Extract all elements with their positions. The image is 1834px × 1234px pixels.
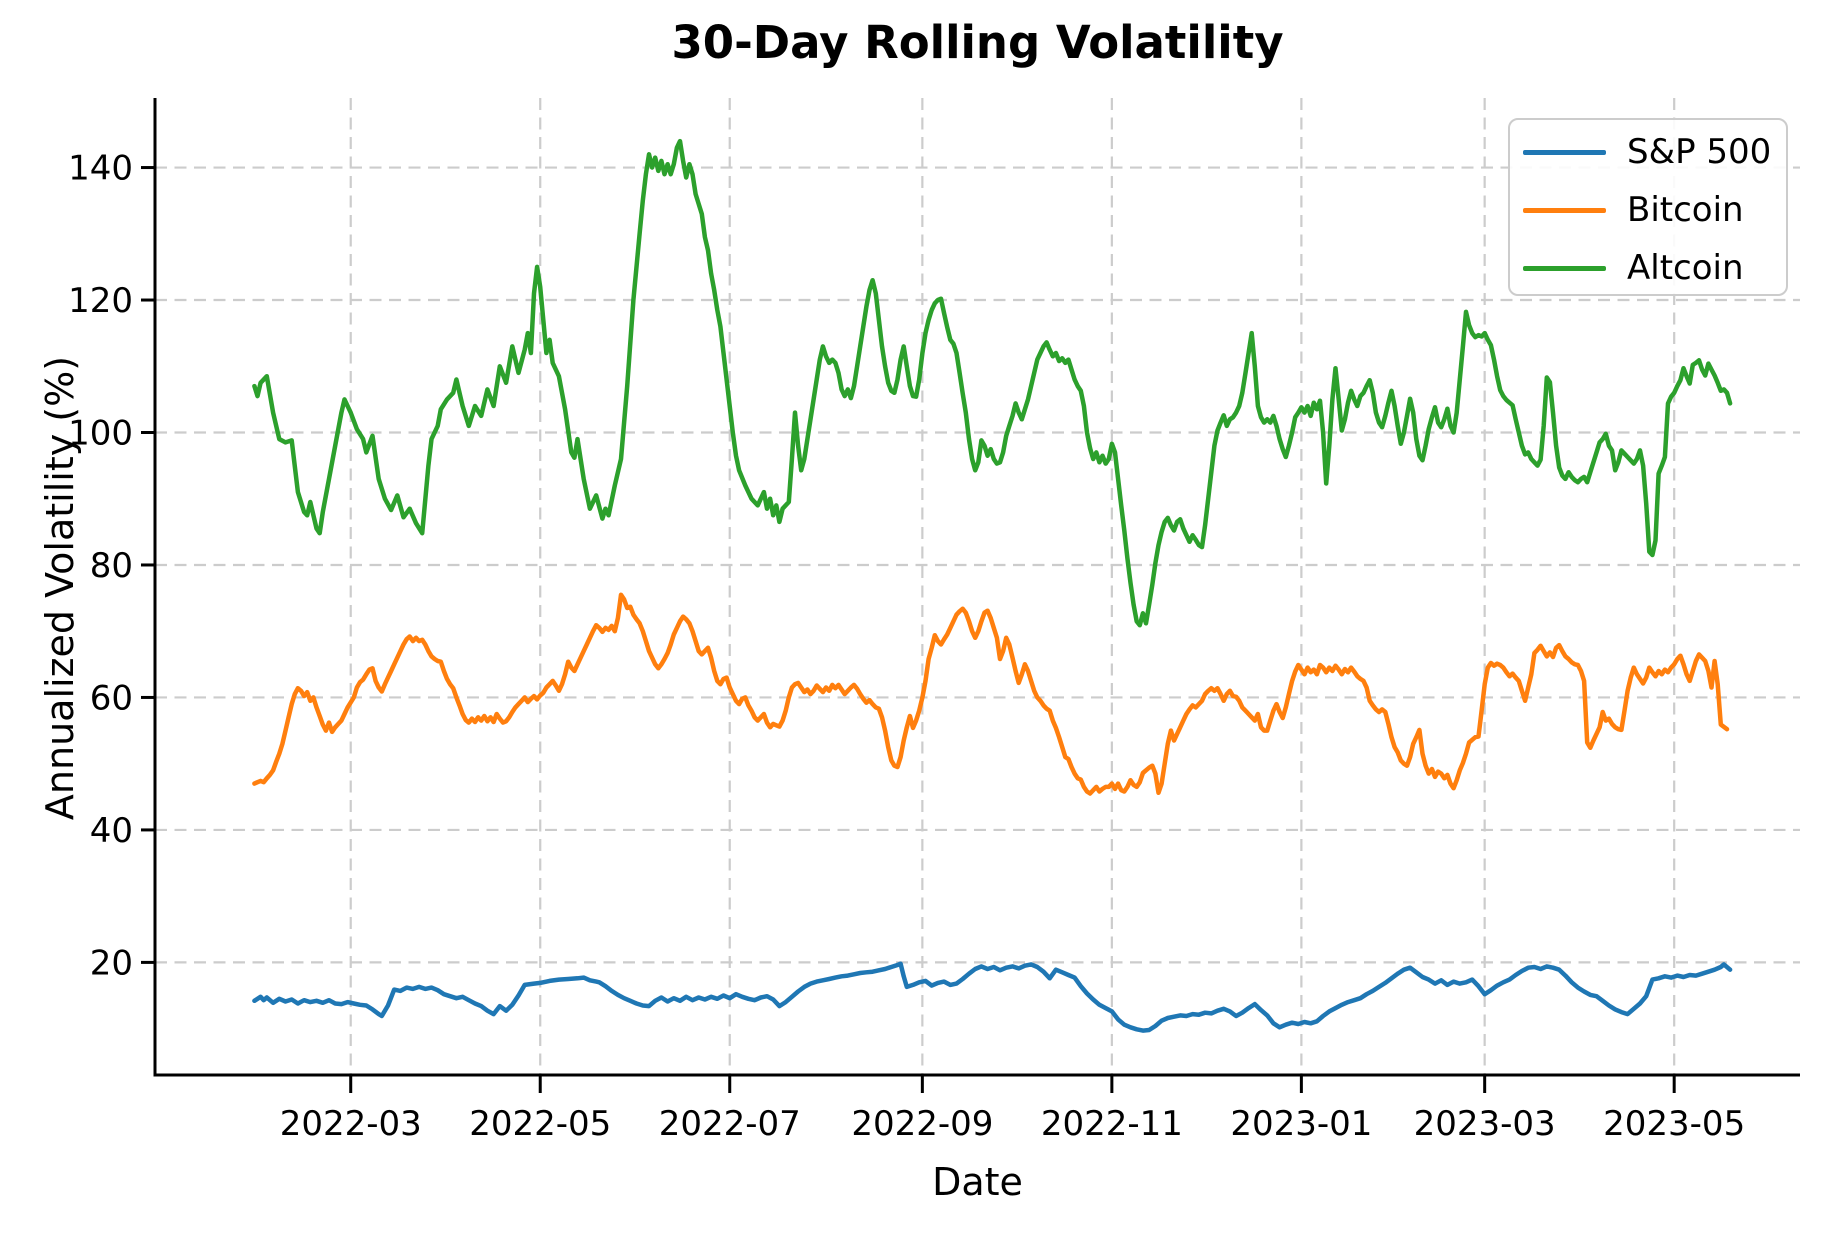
x-tick-label: 2022-11 [1041, 1104, 1183, 1144]
x-axis-label: Date [932, 1160, 1023, 1204]
x-tick-label: 2023-01 [1230, 1104, 1372, 1144]
y-tick-label: 40 [90, 811, 133, 851]
y-axis-label: Annualized Volatility (%) [38, 355, 82, 821]
legend-label-altcoin: Altcoin [1627, 248, 1744, 288]
data-series [252, 138, 1733, 1033]
y-tick-label: 140 [68, 149, 133, 189]
x-tick-label: 2022-05 [469, 1104, 611, 1144]
legend-item-bitcoin: Bitcoin [1510, 181, 1786, 239]
legend-label-bitcoin: Bitcoin [1627, 190, 1744, 230]
bitcoin-line-swatch [1523, 207, 1606, 213]
axis-ticks [141, 166, 1676, 1093]
legend-item-sp500: S&P 500 [1510, 123, 1786, 181]
legend-label-sp500: S&P 500 [1627, 132, 1772, 172]
y-tick-label: 80 [90, 546, 133, 586]
x-tick-label: 2022-09 [851, 1104, 993, 1144]
x-tick-label: 2022-07 [659, 1104, 801, 1144]
chart-title: 30-Day Rolling Volatility [671, 16, 1284, 69]
y-tick-label: 120 [68, 281, 133, 321]
series-line-sp500 [252, 961, 1733, 1033]
axis-spines [153, 98, 1800, 1077]
legend-item-altcoin: Altcoin [1510, 239, 1786, 297]
tick-labels: 20 40 60 80 100 120 140 2022-03 2022-05 2022-07 20… [68, 149, 1745, 1144]
y-tick-label: 60 [90, 678, 133, 718]
x-tick-label: 2022-03 [280, 1104, 422, 1144]
x-tick-label: 2023-03 [1414, 1104, 1556, 1144]
x-tick-label: 2023-05 [1603, 1104, 1745, 1144]
sp500-line-swatch [1523, 149, 1606, 155]
legend: S&P 500 Bitcoin Altcoin [1508, 118, 1788, 296]
gridlines [155, 98, 1800, 1075]
y-tick-label: 100 [68, 413, 133, 453]
y-tick-label: 20 [90, 943, 133, 983]
altcoin-line-swatch [1523, 265, 1606, 271]
series-line-bitcoin [252, 592, 1730, 796]
series-line-altcoin [252, 138, 1733, 628]
